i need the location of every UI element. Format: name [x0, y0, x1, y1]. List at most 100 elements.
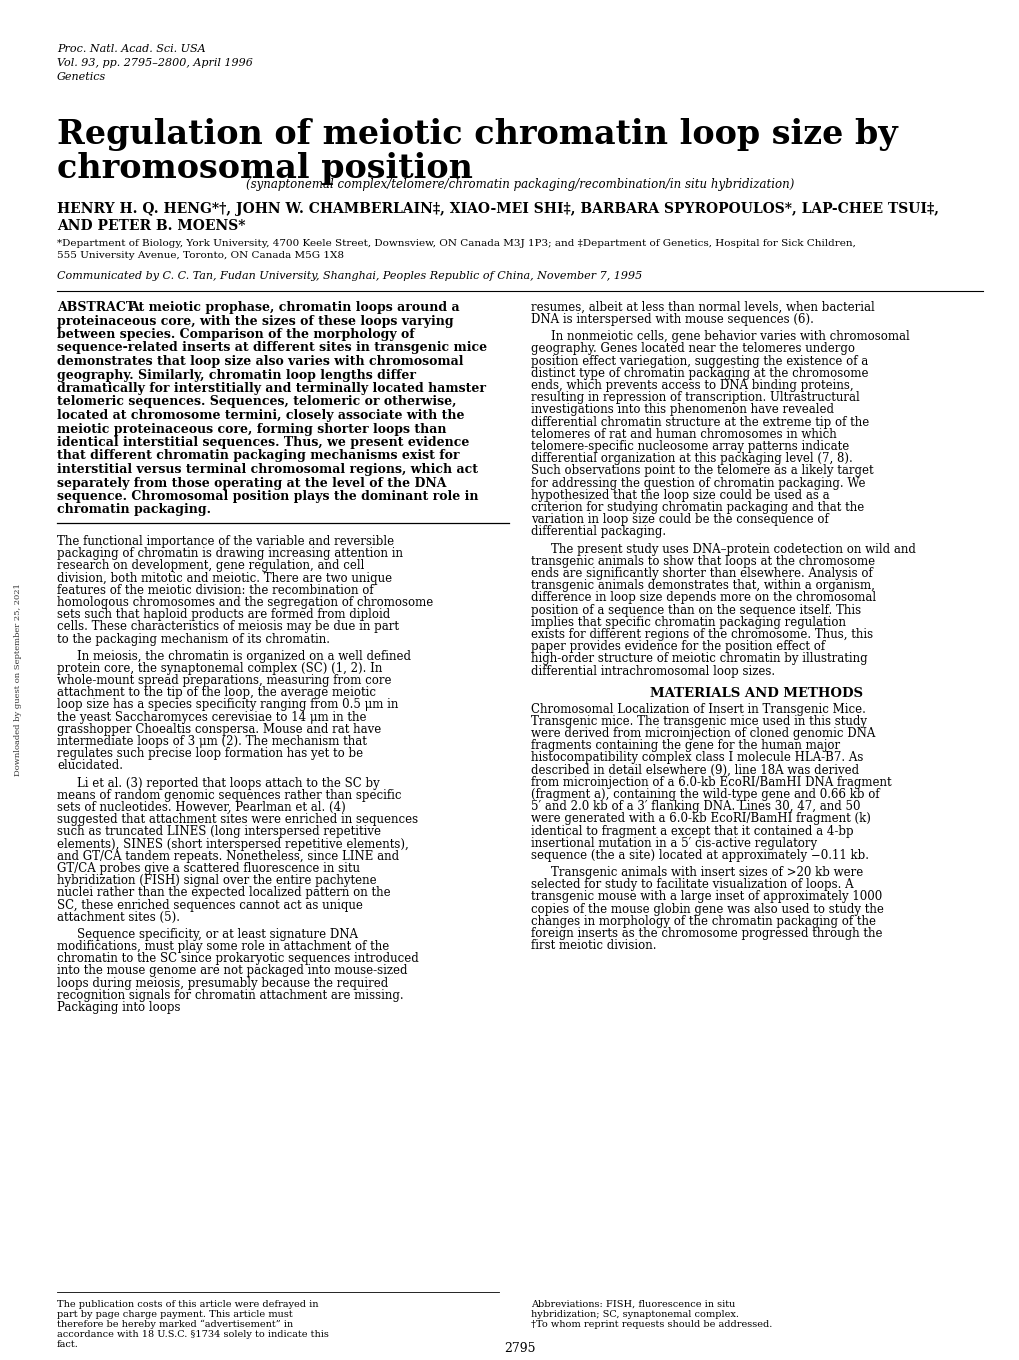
Text: to the packaging mechanism of its chromatin.: to the packaging mechanism of its chroma…: [57, 632, 330, 646]
Text: †To whom reprint requests should be addressed.: †To whom reprint requests should be addr…: [531, 1321, 771, 1329]
Text: dramatically for interstitially and terminally located hamster: dramatically for interstitially and term…: [57, 382, 485, 394]
Text: modifications, must play some role in attachment of the: modifications, must play some role in at…: [57, 940, 389, 953]
Text: transgenic animals to show that loops at the chromosome: transgenic animals to show that loops at…: [531, 555, 874, 567]
Text: Vol. 93, pp. 2795–2800, April 1996: Vol. 93, pp. 2795–2800, April 1996: [57, 58, 253, 68]
Text: chromatin to the SC since prokaryotic sequences introduced: chromatin to the SC since prokaryotic se…: [57, 952, 419, 966]
Text: Sequence specificity, or at least signature DNA: Sequence specificity, or at least signat…: [76, 928, 358, 941]
Text: selected for study to facilitate visualization of loops. A: selected for study to facilitate visuali…: [531, 879, 853, 891]
Text: hybridization; SC, synaptonemal complex.: hybridization; SC, synaptonemal complex.: [531, 1310, 739, 1319]
Text: division, both mitotic and meiotic. There are two unique: division, both mitotic and meiotic. Ther…: [57, 571, 391, 585]
Text: copies of the mouse globin gene was also used to study the: copies of the mouse globin gene was also…: [531, 903, 883, 915]
Text: therefore be hereby marked “advertisement” in: therefore be hereby marked “advertisemen…: [57, 1321, 292, 1329]
Text: elements), SINES (short interspersed repetitive elements),: elements), SINES (short interspersed rep…: [57, 838, 409, 850]
Text: grasshopper Choealtis conspersa. Mouse and rat have: grasshopper Choealtis conspersa. Mouse a…: [57, 724, 381, 736]
Text: attachment to the tip of the loop, the average meiotic: attachment to the tip of the loop, the a…: [57, 687, 376, 699]
Text: telomeric sequences. Sequences, telomeric or otherwise,: telomeric sequences. Sequences, telomeri…: [57, 396, 457, 408]
Text: suggested that attachment sites were enriched in sequences: suggested that attachment sites were enr…: [57, 813, 418, 826]
Text: difference in loop size depends more on the chromosomal: difference in loop size depends more on …: [531, 592, 875, 604]
Text: described in detail elsewhere (9), line 18A was derived: described in detail elsewhere (9), line …: [531, 763, 858, 777]
Text: histocompatibility complex class I molecule HLA-B7. As: histocompatibility complex class I molec…: [531, 751, 862, 764]
Text: Transgenic animals with insert sizes of >20 kb were: Transgenic animals with insert sizes of …: [550, 866, 862, 879]
Text: were derived from microinjection of cloned genomic DNA: were derived from microinjection of clon…: [531, 728, 874, 740]
Text: The publication costs of this article were defrayed in: The publication costs of this article we…: [57, 1300, 318, 1308]
Text: accordance with 18 U.S.C. §1734 solely to indicate this: accordance with 18 U.S.C. §1734 solely t…: [57, 1330, 328, 1340]
Text: first meiotic division.: first meiotic division.: [531, 940, 656, 952]
Text: protein core, the synaptonemal complex (SC) (1, 2). In: protein core, the synaptonemal complex (…: [57, 662, 382, 675]
Text: insertional mutation in a 5′ cis-active regulatory: insertional mutation in a 5′ cis-active …: [531, 836, 816, 850]
Text: sequence-related inserts at different sites in transgenic mice: sequence-related inserts at different si…: [57, 341, 487, 355]
Text: GT/CA probes give a scattered fluorescence in situ: GT/CA probes give a scattered fluorescen…: [57, 862, 360, 874]
Text: differential packaging.: differential packaging.: [531, 525, 665, 539]
Text: loops during meiosis, presumably because the required: loops during meiosis, presumably because…: [57, 976, 388, 990]
Text: investigations into this phenomenon have revealed: investigations into this phenomenon have…: [531, 404, 834, 416]
Text: In nonmeiotic cells, gene behavior varies with chromosomal: In nonmeiotic cells, gene behavior varie…: [550, 330, 909, 343]
Text: (fragment a), containing the wild-type gene and 0.66 kb of: (fragment a), containing the wild-type g…: [531, 787, 878, 801]
Text: fragments containing the gene for the human major: fragments containing the gene for the hu…: [531, 738, 840, 752]
Text: criterion for studying chromatin packaging and that the: criterion for studying chromatin packagi…: [531, 500, 863, 514]
Text: Such observations point to the telomere as a likely target: Such observations point to the telomere …: [531, 465, 872, 477]
Text: from microinjection of a 6.0-kb EcoRI/BamHI DNA fragment: from microinjection of a 6.0-kb EcoRI/Ba…: [531, 775, 891, 789]
Text: high-order structure of meiotic chromatin by illustrating: high-order structure of meiotic chromati…: [531, 653, 867, 665]
Text: differential chromatin structure at the extreme tip of the: differential chromatin structure at the …: [531, 416, 868, 428]
Text: elucidated.: elucidated.: [57, 759, 123, 772]
Text: *Department of Biology, York University, 4700 Keele Street, Downsview, ON Canada: *Department of Biology, York University,…: [57, 239, 855, 248]
Text: transgenic mouse with a large inset of approximately 1000: transgenic mouse with a large inset of a…: [531, 891, 881, 903]
Text: separately from those operating at the level of the DNA: separately from those operating at the l…: [57, 476, 446, 490]
Text: Communicated by C. C. Tan, Fudan University, Shanghai, Peoples Republic of China: Communicated by C. C. Tan, Fudan Univers…: [57, 271, 642, 282]
Text: Chromosomal Localization of Insert in Transgenic Mice.: Chromosomal Localization of Insert in Tr…: [531, 703, 865, 715]
Text: distinct type of chromatin packaging at the chromosome: distinct type of chromatin packaging at …: [531, 367, 867, 379]
Text: position of a sequence than on the sequence itself. This: position of a sequence than on the seque…: [531, 604, 860, 616]
Text: transgenic animals demonstrates that, within a organism,: transgenic animals demonstrates that, wi…: [531, 579, 874, 592]
Text: and GT/CA tandem repeats. Nonetheless, since LINE and: and GT/CA tandem repeats. Nonetheless, s…: [57, 850, 398, 862]
Text: located at chromosome termini, closely associate with the: located at chromosome termini, closely a…: [57, 409, 464, 422]
Text: intermediate loops of 3 μm (2). The mechanism that: intermediate loops of 3 μm (2). The mech…: [57, 736, 367, 748]
Text: MATERIALS AND METHODS: MATERIALS AND METHODS: [650, 687, 863, 699]
Text: ends, which prevents access to DNA binding proteins,: ends, which prevents access to DNA bindi…: [531, 379, 853, 392]
Text: SC, these enriched sequences cannot act as unique: SC, these enriched sequences cannot act …: [57, 899, 363, 911]
Text: for addressing the question of chromatin packaging. We: for addressing the question of chromatin…: [531, 476, 865, 490]
Text: differential intrachromosomal loop sizes.: differential intrachromosomal loop sizes…: [531, 665, 774, 677]
Text: ABSTRACT: ABSTRACT: [57, 301, 135, 314]
Text: identical interstitial sequences. Thus, we present evidence: identical interstitial sequences. Thus, …: [57, 437, 469, 449]
Text: into the mouse genome are not packaged into mouse-sized: into the mouse genome are not packaged i…: [57, 964, 408, 978]
Text: proteinaceous core, with the sizes of these loops varying: proteinaceous core, with the sizes of th…: [57, 314, 453, 328]
Text: differential organization at this packaging level (7, 8).: differential organization at this packag…: [531, 453, 852, 465]
Text: resumes, albeit at less than normal levels, when bacterial: resumes, albeit at less than normal leve…: [531, 301, 874, 314]
Text: Regulation of meiotic chromatin loop size by: Regulation of meiotic chromatin loop siz…: [57, 118, 897, 151]
Text: were generated with a 6.0-kb EcoRI/BamHI fragment (k): were generated with a 6.0-kb EcoRI/BamHI…: [531, 812, 870, 826]
Text: variation in loop size could be the consequence of: variation in loop size could be the cons…: [531, 513, 828, 526]
Text: Downloaded by guest on September 25, 2021: Downloaded by guest on September 25, 202…: [14, 583, 22, 777]
Text: position effect variegation, suggesting the existence of a: position effect variegation, suggesting …: [531, 355, 867, 367]
Text: HENRY H. Q. HENG*†, JOHN W. CHAMBERLAIN‡, XIAO-MEI SHI‡, BARBARA SPYROPOULOS*, L: HENRY H. Q. HENG*†, JOHN W. CHAMBERLAIN‡…: [57, 203, 938, 216]
Text: telomere-specific nucleosome array patterns indicate: telomere-specific nucleosome array patte…: [531, 441, 849, 453]
Text: 2795: 2795: [503, 1342, 535, 1355]
Text: between species. Comparison of the morphology of: between species. Comparison of the morph…: [57, 328, 414, 341]
Text: whole-mount spread preparations, measuring from core: whole-mount spread preparations, measuri…: [57, 675, 391, 687]
Text: AND PETER B. MOENS*: AND PETER B. MOENS*: [57, 219, 246, 233]
Text: sets of nucleotides. However, Pearlman et al. (4): sets of nucleotides. However, Pearlman e…: [57, 801, 345, 815]
Text: ends are significantly shorter than elsewhere. Analysis of: ends are significantly shorter than else…: [531, 567, 872, 579]
Text: Li et al. (3) reported that loops attach to the SC by: Li et al. (3) reported that loops attach…: [76, 777, 379, 790]
Text: identical to fragment a except that it contained a 4-bp: identical to fragment a except that it c…: [531, 824, 853, 838]
Text: 555 University Avenue, Toronto, ON Canada M5G 1X8: 555 University Avenue, Toronto, ON Canad…: [57, 252, 343, 260]
Text: Transgenic mice. The transgenic mice used in this study: Transgenic mice. The transgenic mice use…: [531, 715, 866, 728]
Text: regulates such precise loop formation has yet to be: regulates such precise loop formation ha…: [57, 747, 363, 760]
Text: foreign inserts as the chromosome progressed through the: foreign inserts as the chromosome progre…: [531, 928, 881, 940]
Text: resulting in repression of transcription. Ultrastructural: resulting in repression of transcription…: [531, 392, 859, 404]
Text: hypothesized that the loop size could be used as a: hypothesized that the loop size could be…: [531, 488, 828, 502]
Text: Genetics: Genetics: [57, 72, 106, 82]
Text: part by page charge payment. This article must: part by page charge payment. This articl…: [57, 1310, 292, 1319]
Text: paper provides evidence for the position effect of: paper provides evidence for the position…: [531, 641, 824, 653]
Text: sequence (the a site) located at approximately −0.11 kb.: sequence (the a site) located at approxi…: [531, 849, 868, 862]
Text: attachment sites (5).: attachment sites (5).: [57, 911, 179, 923]
Text: implies that specific chromatin packaging regulation: implies that specific chromatin packagin…: [531, 616, 845, 628]
Text: sequence. Chromosomal position plays the dominant role in: sequence. Chromosomal position plays the…: [57, 490, 478, 503]
Text: nuclei rather than the expected localized pattern on the: nuclei rather than the expected localize…: [57, 887, 390, 899]
Text: loop size has a species specificity ranging from 0.5 μm in: loop size has a species specificity rang…: [57, 699, 398, 711]
Text: chromatin packaging.: chromatin packaging.: [57, 503, 211, 517]
Text: fact.: fact.: [57, 1340, 78, 1349]
Text: geography. Similarly, chromatin loop lengths differ: geography. Similarly, chromatin loop len…: [57, 369, 416, 382]
Text: Proc. Natl. Acad. Sci. USA: Proc. Natl. Acad. Sci. USA: [57, 44, 206, 54]
Text: (synaptonemal complex/telomere/chromatin packaging/recombination/​in situ hybrid: (synaptonemal complex/telomere/chromatin…: [246, 178, 794, 190]
Text: Packaging into loops: Packaging into loops: [57, 1001, 180, 1015]
